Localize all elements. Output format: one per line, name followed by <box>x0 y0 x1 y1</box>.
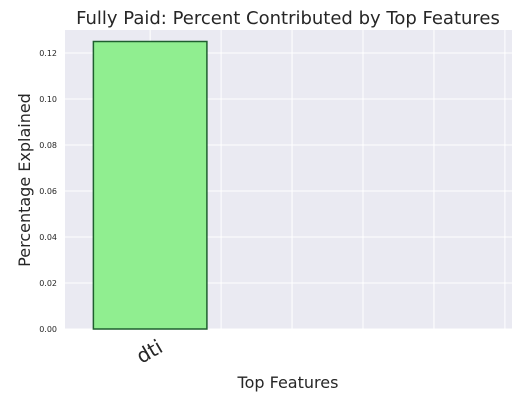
chart-title: Fully Paid: Percent Contributed by Top F… <box>76 8 500 29</box>
y-tick-label: 0.04 <box>39 233 57 242</box>
y-tick-label: 0.00 <box>39 325 57 334</box>
y-tick-label: 0.06 <box>39 187 57 196</box>
y-tick-label: 0.12 <box>39 49 57 58</box>
y-tick-label: 0.10 <box>39 95 57 104</box>
y-axis-label: Percentage Explained <box>15 93 34 267</box>
x-ticks: dti <box>132 335 167 369</box>
y-tick-label: 0.08 <box>39 141 57 150</box>
bar-dti <box>92 40 208 330</box>
y-tick-label: 0.02 <box>39 279 57 288</box>
bars <box>92 40 208 330</box>
x-tick-label: dti <box>132 335 167 369</box>
y-ticks: 0.00 0.02 0.04 0.06 0.08 0.10 0.12 <box>39 49 57 334</box>
x-axis-label: Top Features <box>237 373 339 392</box>
